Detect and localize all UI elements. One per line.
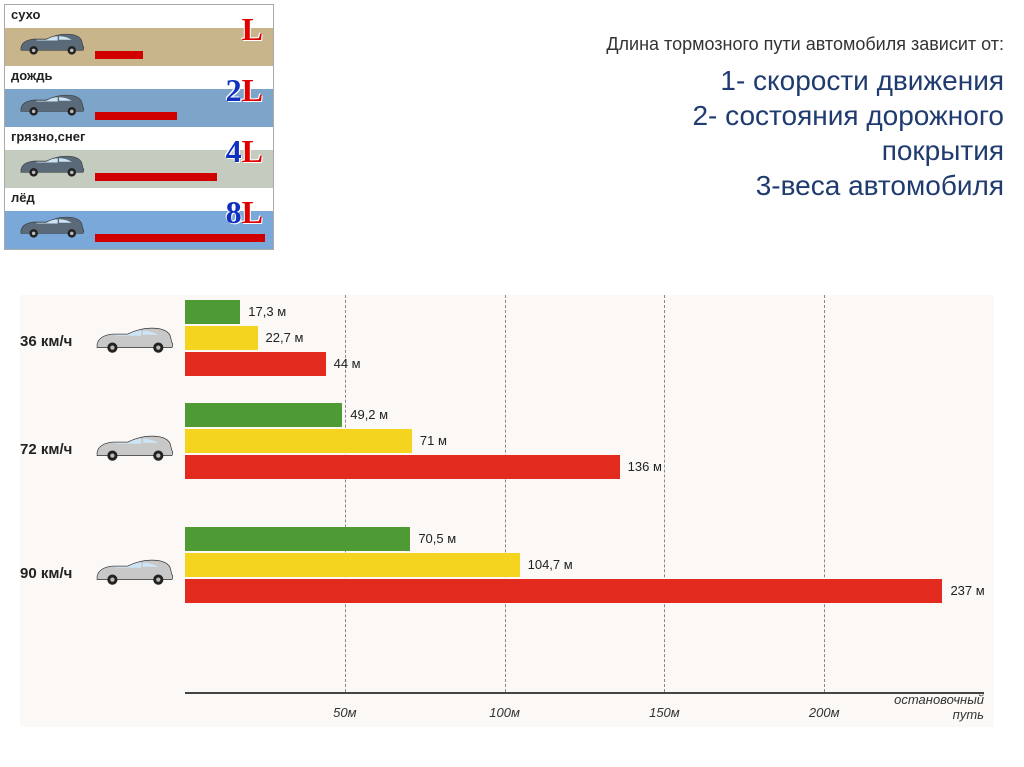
bar-label: 22,7 м (266, 330, 304, 345)
car-icon (13, 93, 91, 117)
xtick-label: 100м (489, 705, 520, 720)
car-icon (92, 325, 177, 355)
speed-label: 36 км/ч (20, 333, 90, 350)
car-icon (13, 154, 91, 178)
bar-yellow (185, 429, 412, 453)
bar-label: 237 м (950, 583, 984, 598)
bar-green (185, 300, 240, 324)
condition-label: грязно,снег (11, 129, 85, 144)
condition-row: дождь 2L (5, 66, 273, 127)
xtick-label: 150м (649, 705, 680, 720)
condition-multiplier: 8L (226, 194, 263, 231)
condition-row: сухо L (5, 5, 273, 66)
condition-multiplier: 4L (226, 133, 263, 170)
condition-distance-bar (95, 51, 143, 59)
condition-row: лёд 8L (5, 188, 273, 249)
condition-label: сухо (11, 7, 40, 22)
conditions-panel: сухо L дождь 2L грязно,снег 4L лёд (4, 4, 274, 250)
title-factor-3: 3-веса автомобиля (304, 168, 1004, 203)
speed-label: 72 км/ч (20, 441, 90, 458)
condition-distance-bar (95, 173, 217, 181)
bar-label: 49,2 м (350, 407, 388, 422)
bar-red (185, 352, 326, 376)
condition-row: грязно,снег 4L (5, 127, 273, 188)
axis-caption: остановочныйпуть (894, 693, 984, 722)
title-intro: Длина тормозного пути автомобиля зависит… (304, 34, 1004, 55)
car-icon (92, 433, 177, 463)
car-icon (92, 557, 177, 587)
bar-red (185, 579, 942, 603)
condition-distance-bar (95, 234, 265, 242)
condition-label: лёд (11, 190, 35, 205)
top-section: сухо L дождь 2L грязно,снег 4L лёд (0, 0, 1024, 258)
bar-green (185, 527, 410, 551)
bar-label: 70,5 м (418, 531, 456, 546)
bar-label: 71 м (420, 433, 447, 448)
condition-label: дождь (11, 68, 52, 83)
bar-label: 17,3 м (248, 304, 286, 319)
x-axis (185, 692, 984, 694)
bar-green (185, 403, 342, 427)
title-factor-1: 1- скорости движения (304, 63, 1004, 98)
car-icon (13, 32, 91, 56)
speed-block: 49,2 м 71 м 136 м (185, 403, 984, 481)
title-factor-2: 2- состояния дорожного (304, 98, 1004, 133)
main-chart: 50м 100м 150м 200м остановочныйпуть 17,3 м 22,… (20, 295, 994, 727)
bar-label: 44 м (334, 356, 361, 371)
bar-label: 136 м (628, 459, 662, 474)
xtick-label: 200м (809, 705, 840, 720)
car-icon (13, 215, 91, 239)
title-block: Длина тормозного пути автомобиля зависит… (274, 4, 1004, 250)
bar-yellow (185, 326, 258, 350)
condition-distance-bar (95, 112, 177, 120)
condition-multiplier: 2L (226, 72, 263, 109)
speed-block: 17,3 м 22,7 м 44 м (185, 300, 984, 378)
speed-block: 70,5 м 104,7 м 237 м (185, 527, 984, 605)
bars-area: 50м100м150м200мостановочныйпуть17,3 м22,… (185, 295, 984, 692)
title-factor-2b: покрытия (304, 133, 1004, 168)
speed-label: 90 км/ч (20, 565, 90, 582)
xtick-label: 50м (333, 705, 356, 720)
bar-label: 104,7 м (528, 557, 573, 572)
condition-multiplier: L (242, 11, 263, 48)
bar-yellow (185, 553, 520, 577)
bar-red (185, 455, 620, 479)
